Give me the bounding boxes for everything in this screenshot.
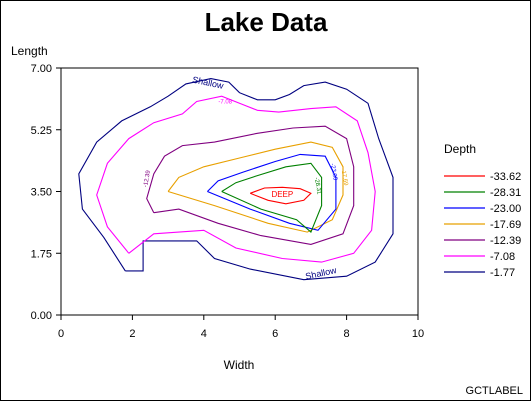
contour-annotation: -17.69 — [340, 168, 349, 186]
contour-line — [167, 141, 344, 233]
contour-line — [207, 153, 337, 231]
contour-line — [78, 78, 394, 281]
y-tick-label: 7.00 — [31, 63, 52, 75]
contour-lines — [78, 78, 394, 281]
legend: -33.62 -28.31 -23.00 -17.69 -12.39 -7.08 -1.77 — [444, 171, 521, 279]
x-axis: 0 2 4 6 8 10 — [58, 315, 424, 340]
contour-annotation: -28.31 — [313, 177, 322, 195]
legend-label: -33.62 — [490, 171, 521, 183]
x-tick-label: 2 — [129, 328, 135, 340]
contour-line — [221, 162, 323, 234]
contour-annotation: -7.08 — [218, 99, 232, 105]
contour-annotation: Shallow — [305, 265, 338, 281]
plot-area — [60, 67, 419, 316]
footer-label: GCTLABEL — [466, 385, 523, 397]
x-tick-label: 4 — [201, 328, 207, 340]
contour-annotation: Shallow — [192, 75, 225, 91]
x-tick-label: 0 — [58, 328, 64, 340]
contour-line — [146, 125, 355, 245]
y-axis: 0.00 1.75 3.50 5.25 7.00 — [31, 63, 61, 322]
contour-annotation: DEEP — [271, 190, 293, 199]
y-tick-label: 1.75 — [31, 248, 52, 260]
contour-line — [249, 186, 312, 205]
y-axis-label: Length — [11, 44, 48, 58]
legend-label: -28.31 — [490, 187, 521, 199]
legend-label: -12.39 — [490, 235, 521, 247]
y-tick-label: 3.50 — [31, 187, 52, 199]
legend-label: -17.69 — [490, 219, 521, 231]
legend-title: Depth — [444, 142, 476, 156]
y-tick-label: 0.00 — [31, 310, 52, 322]
legend-label: -7.08 — [490, 251, 515, 263]
legend-label: -23.00 — [490, 203, 521, 215]
x-tick-label: 10 — [412, 328, 424, 340]
y-tick-label: 5.25 — [31, 125, 52, 137]
x-tick-label: 8 — [344, 328, 350, 340]
contour-annotation: -23.00 — [329, 163, 338, 181]
chart-title: Lake Data — [205, 7, 328, 37]
legend-label: -1.77 — [490, 267, 515, 279]
contour-annotation: -12.39 — [143, 169, 152, 187]
x-tick-label: 6 — [272, 328, 278, 340]
x-axis-label: Width — [224, 358, 255, 372]
contour-line — [96, 95, 376, 263]
